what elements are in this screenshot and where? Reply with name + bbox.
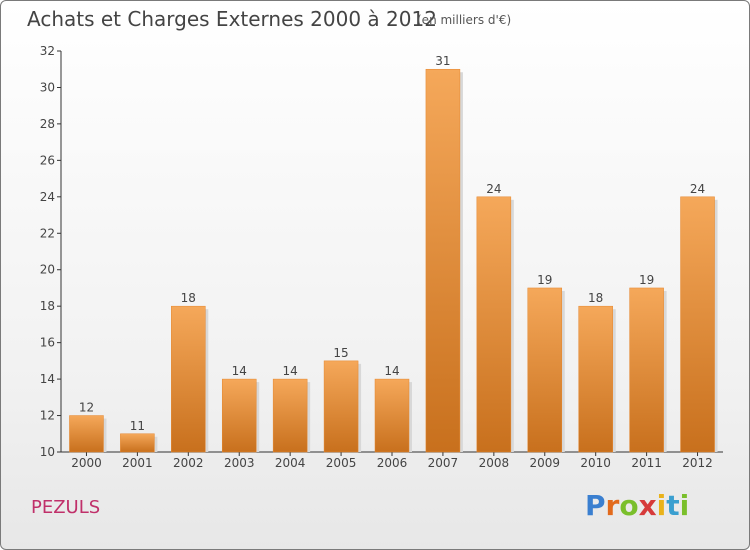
location-name: PEZULS [31, 497, 101, 518]
logo-letter: x [638, 489, 657, 522]
x-tick-label: 2009 [529, 456, 560, 470]
data-label: 18 [588, 291, 603, 305]
y-tick-label: 30 [40, 80, 55, 94]
logo-letter: r [605, 489, 620, 522]
x-tick-label: 2003 [224, 456, 255, 470]
y-tick-label: 16 [40, 336, 55, 350]
bar-2011 [629, 287, 664, 453]
y-tick-label: 20 [40, 263, 55, 277]
axes: 10 12 14 16 18 20 22 24 26 28 30 32 2000 2001 2002 2003… [40, 44, 723, 470]
data-label: 24 [486, 182, 501, 196]
chart-subtitle: (en milliers d'€) [417, 13, 512, 27]
y-tick-label: 10 [40, 445, 55, 459]
data-label: 24 [690, 182, 705, 196]
logo-letter: i [679, 489, 690, 522]
x-tick-label: 2008 [479, 456, 510, 470]
data-label: 18 [181, 291, 196, 305]
x-tick-label: 2011 [631, 456, 662, 470]
y-tick-label: 26 [40, 153, 55, 167]
x-tick-label: 2012 [682, 456, 713, 470]
logo-letter: i [656, 489, 667, 522]
data-label: 14 [283, 364, 298, 378]
bars: 12 11 18 14 14 15 14 31 24 19 18 19 24 [69, 54, 718, 453]
logo-letter: o [619, 489, 639, 522]
bar-2009 [527, 287, 563, 453]
x-tick-label: 2000 [71, 456, 102, 470]
bar-2010 [578, 305, 613, 453]
data-label: 11 [130, 419, 145, 433]
data-label: 31 [435, 54, 450, 68]
data-label: 15 [333, 346, 348, 360]
bar-2003 [221, 378, 257, 453]
x-tick-label: 2007 [428, 456, 459, 470]
y-tick-label: 12 [40, 409, 55, 423]
x-tick-label: 2004 [275, 456, 306, 470]
y-tick-label: 24 [40, 190, 55, 204]
bar-2007 [425, 68, 461, 453]
logo-letter: t [666, 489, 680, 522]
bar-2004 [272, 378, 308, 453]
data-label: 14 [232, 364, 247, 378]
x-tick-label: 2010 [580, 456, 611, 470]
bar-2000 [69, 415, 104, 453]
bar-2002 [171, 305, 206, 453]
y-tick-label: 14 [40, 372, 55, 386]
bar-2005 [323, 360, 359, 453]
x-tick-label: 2005 [326, 456, 357, 470]
chart-title: Achats et Charges Externes 2000 à 2012 [27, 7, 437, 31]
y-tick-label: 18 [40, 299, 55, 313]
proxiti-logo: Proxiti [585, 489, 689, 522]
logo-letter: P [585, 489, 606, 522]
data-label: 14 [384, 364, 399, 378]
y-tick-label: 22 [40, 226, 55, 240]
data-label: 19 [639, 273, 654, 287]
x-tick-label: 2002 [173, 456, 204, 470]
bar-2012 [680, 196, 715, 453]
data-label: 19 [537, 273, 552, 287]
y-tick-label: 28 [40, 117, 55, 131]
bar-2006 [374, 378, 410, 453]
x-tick-label: 2006 [377, 456, 408, 470]
y-tick-label: 32 [40, 44, 55, 58]
bar-2001 [120, 433, 155, 453]
data-label: 12 [79, 401, 94, 415]
x-tick-label: 2001 [122, 456, 153, 470]
bar-2008 [476, 196, 512, 453]
